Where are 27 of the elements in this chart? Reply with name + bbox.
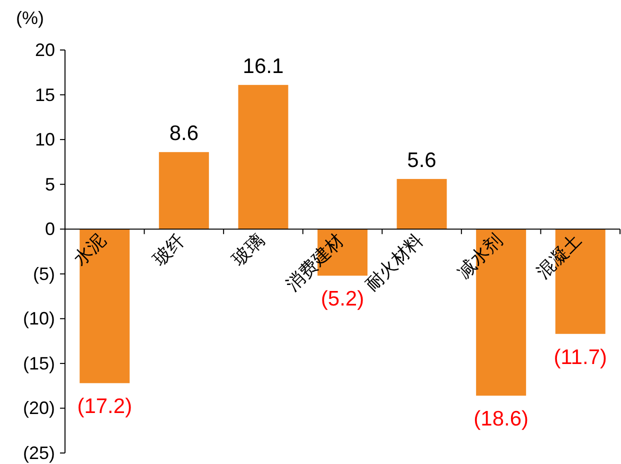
y-axis-title: (%): [16, 8, 44, 28]
bar: [396, 178, 447, 230]
bar: [158, 152, 209, 230]
y-tick-label: 0: [44, 219, 55, 240]
y-tick-label: (5): [33, 264, 55, 284]
y-tick-label: (10): [22, 308, 55, 329]
bar: [238, 84, 288, 230]
data-label: (5.2): [320, 288, 364, 311]
y-tick-label: (25): [22, 443, 55, 463]
x-tick-label: 耐火材料: [362, 230, 427, 295]
y-tick-label: 10: [34, 130, 55, 150]
data-label: 5.6: [407, 148, 436, 172]
data-label: (18.6): [474, 408, 528, 431]
x-tick-label: 玻纤: [149, 230, 189, 270]
x-tick-label: 混凝土: [532, 230, 586, 282]
data-label: 16.1: [242, 54, 284, 78]
data-label: (17.2): [77, 395, 132, 418]
y-tick-label: (20): [22, 398, 55, 418]
data-label: (11.7): [554, 346, 608, 369]
y-tick-label: (15): [22, 353, 55, 374]
y-tick-label: 15: [34, 84, 55, 105]
y-tick-label: 5: [44, 174, 55, 194]
x-tick-label: 减水剂: [454, 230, 506, 282]
x-tick-label: 水泥: [70, 230, 110, 270]
data-label: 8.6: [169, 122, 199, 146]
x-tick-label: 玻璃: [228, 230, 268, 270]
y-tick-label: 20: [34, 40, 55, 60]
